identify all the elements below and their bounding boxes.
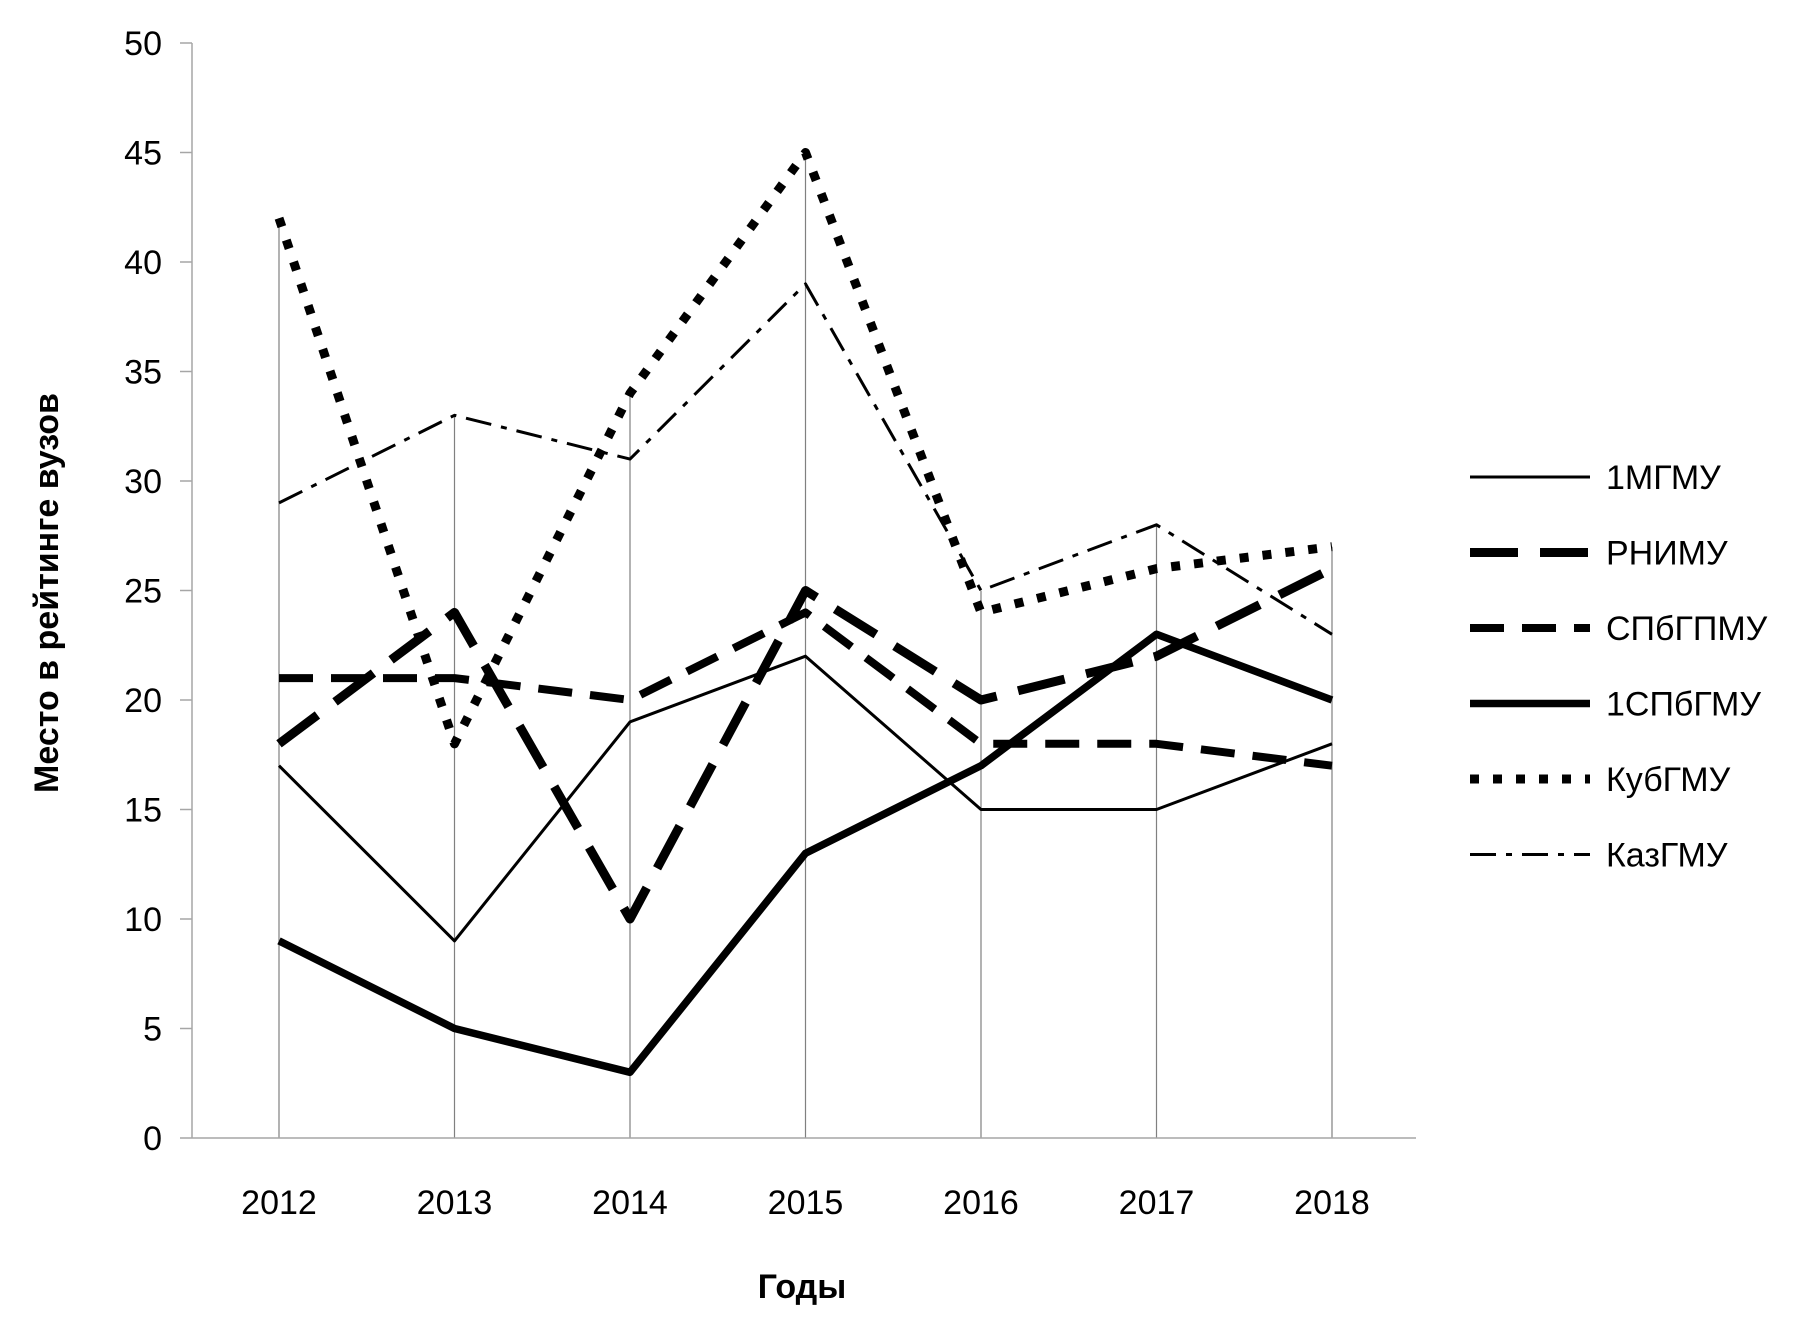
y-axis-ticks: 0 5 10 15 20 25 30 35 40 45 50	[124, 25, 192, 1158]
legend-label: 1МГМУ	[1606, 459, 1721, 497]
y-tick-label: 25	[124, 573, 162, 611]
y-tick-label: 30	[124, 463, 162, 501]
y-tick-label: 10	[124, 901, 162, 939]
series-line-6	[278, 282, 1333, 636]
series-line-1	[277, 654, 1333, 943]
series-line-5	[274, 148, 1333, 749]
x-tick-label: 2017	[1119, 1184, 1195, 1222]
y-tick-label: 45	[124, 135, 162, 173]
series-lines	[274, 148, 1335, 1077]
y-tick-label: 0	[143, 1120, 162, 1158]
y-tick-label: 40	[124, 244, 162, 282]
legend-label: СПбГПМУ	[1606, 610, 1768, 648]
series-line-2	[276, 564, 1335, 924]
y-axis-label: Место в рейтинге вузов	[28, 393, 66, 793]
y-tick-label: 5	[143, 1011, 162, 1049]
y-tick-label: 15	[124, 792, 162, 830]
legend-label: 1СПбГМУ	[1606, 686, 1761, 724]
x-tick-label: 2015	[768, 1184, 844, 1222]
legend-label: КубГМУ	[1606, 761, 1731, 799]
drop-lines	[278, 152, 1333, 1138]
series-line-3	[279, 608, 1333, 770]
x-axis-label: Годы	[758, 1268, 847, 1306]
x-axis-ticks: 2012 2013 2014 2015 2016 2017 2018	[241, 1184, 1370, 1222]
legend: 1МГМУ РНИМУ СПбГПМУ 1СПбГМУ КубГМУ КазГМУ	[1470, 459, 1768, 875]
x-tick-label: 2012	[241, 1184, 317, 1222]
x-tick-label: 2013	[417, 1184, 493, 1222]
legend-label: КазГМУ	[1606, 837, 1728, 875]
y-tick-label: 20	[124, 682, 162, 720]
x-tick-label: 2018	[1294, 1184, 1370, 1222]
y-tick-label: 50	[124, 25, 162, 63]
x-tick-label: 2016	[943, 1184, 1019, 1222]
x-tick-label: 2014	[592, 1184, 668, 1222]
series-line-4	[277, 630, 1334, 1077]
y-tick-label: 35	[124, 354, 162, 392]
legend-label: РНИМУ	[1606, 535, 1728, 573]
